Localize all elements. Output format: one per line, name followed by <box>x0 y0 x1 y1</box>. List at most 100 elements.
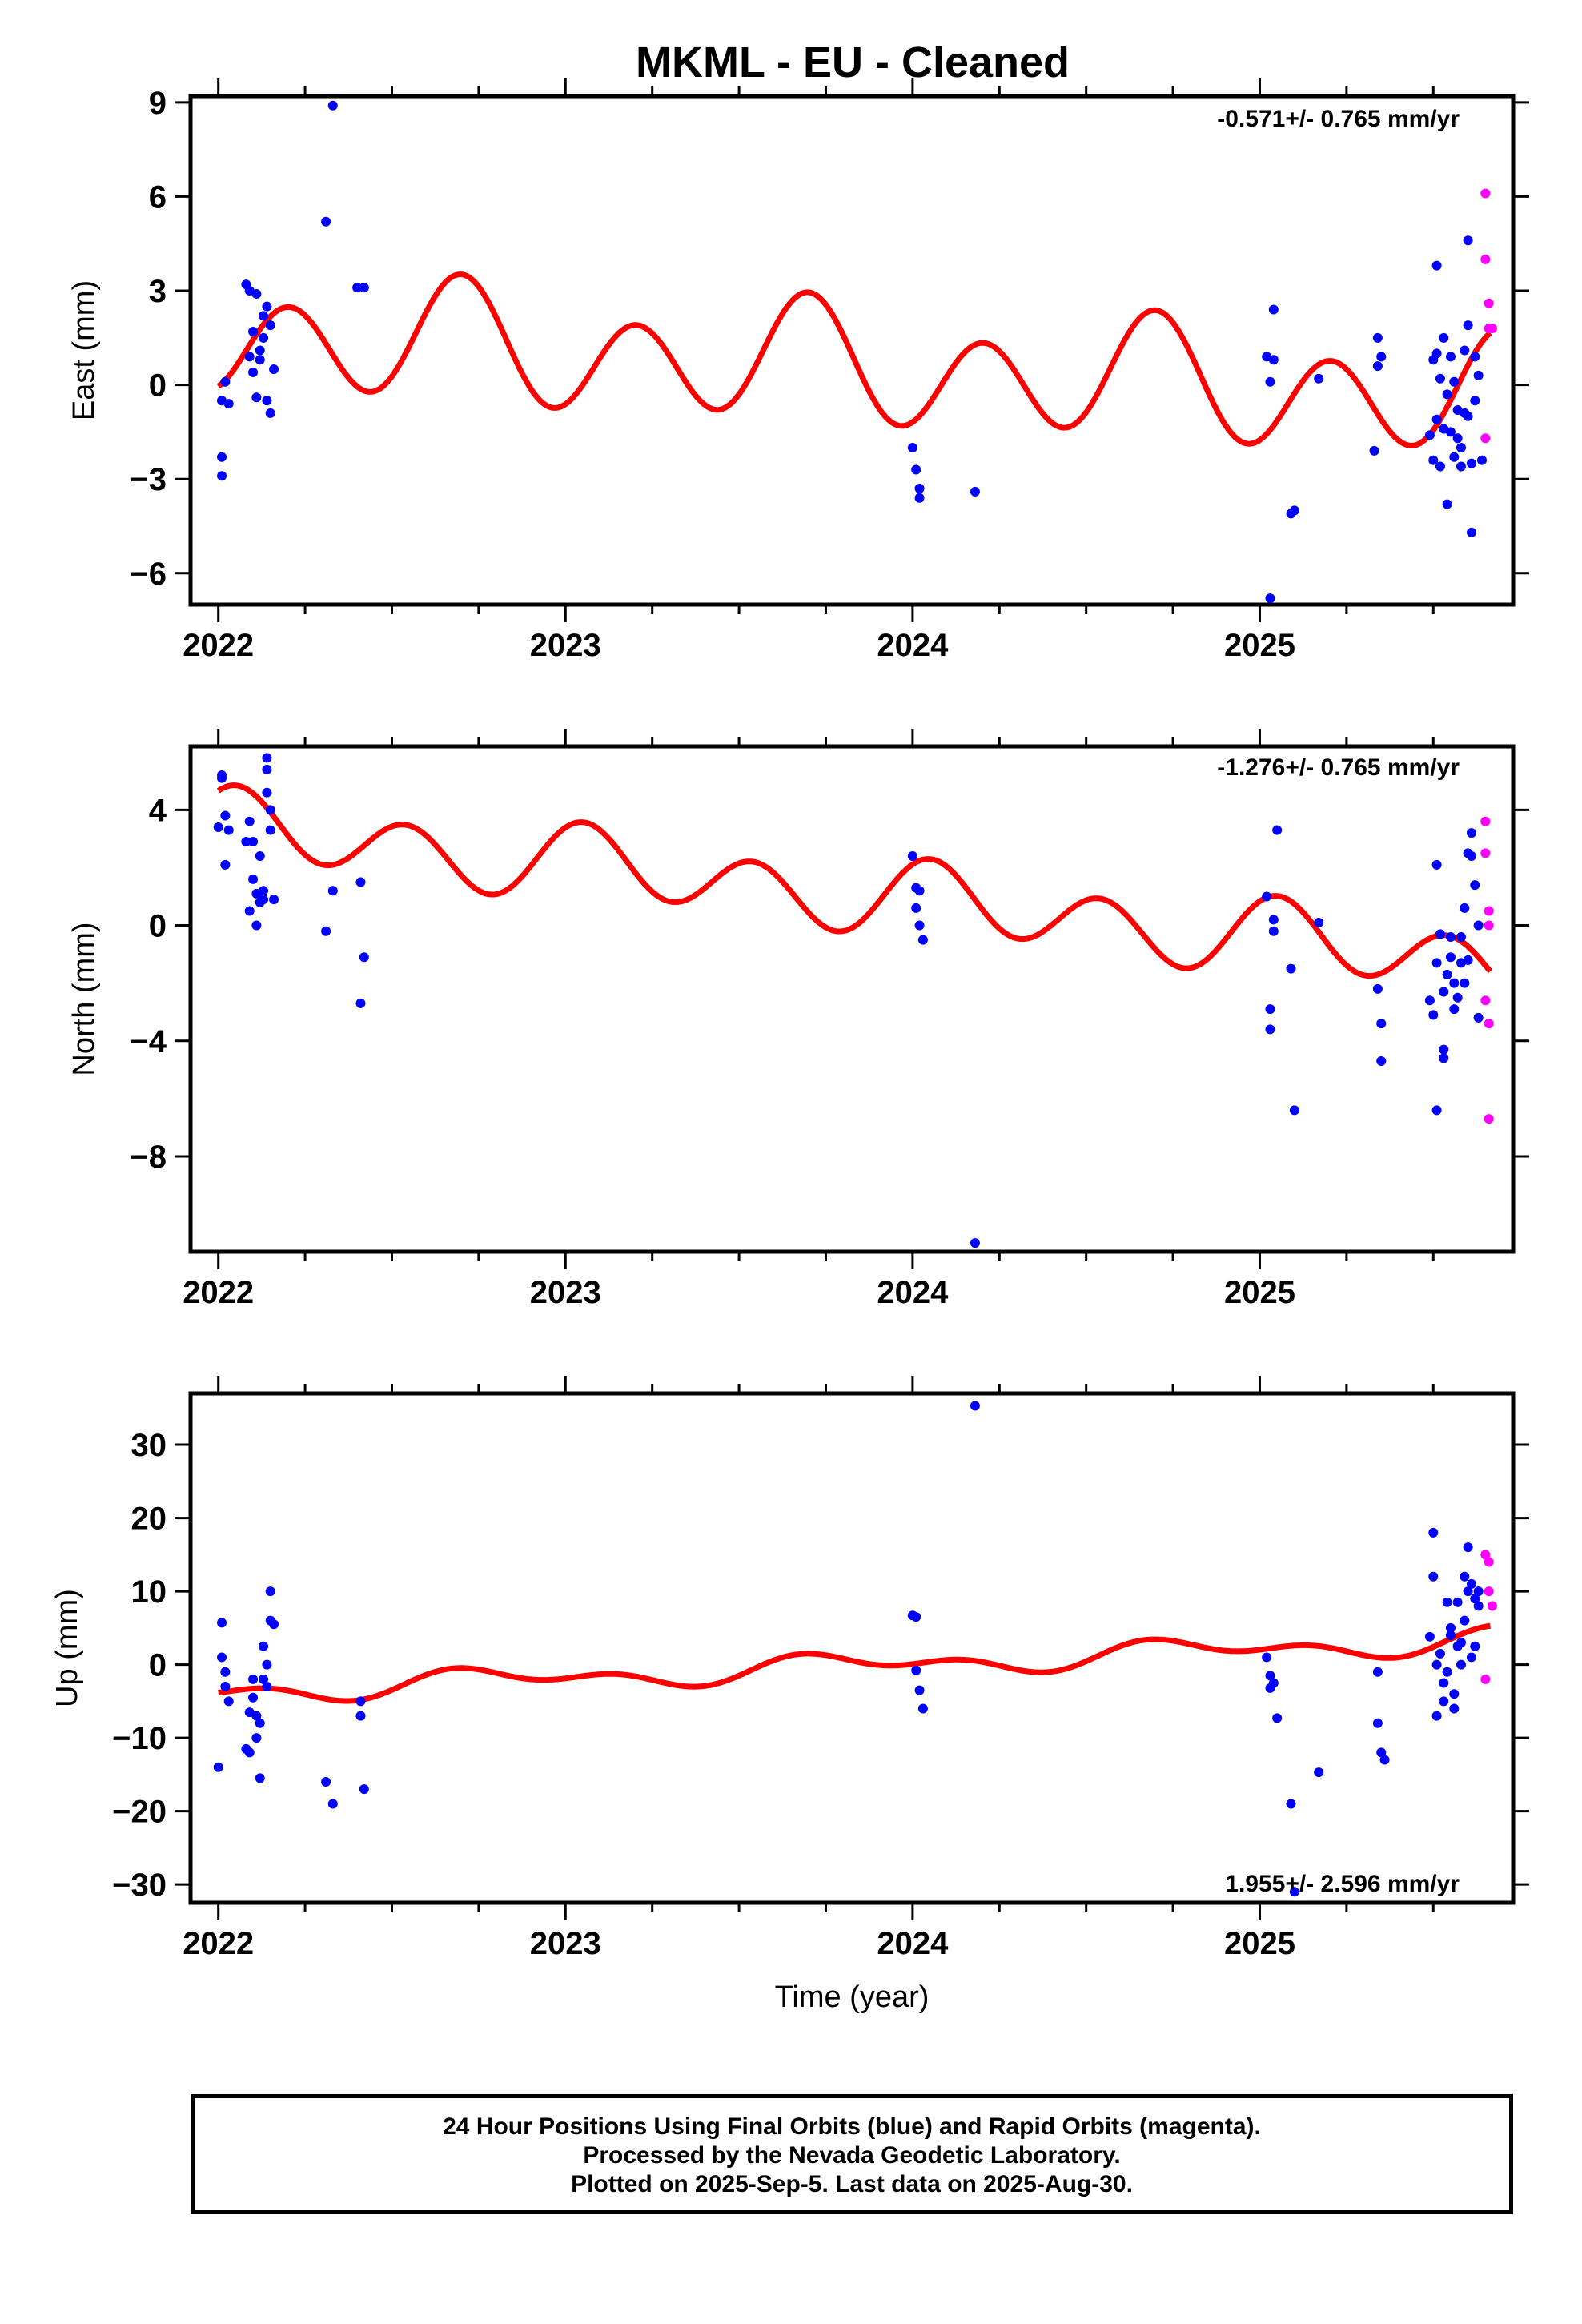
up-rapid-point <box>1487 1601 1497 1611</box>
north-final-point <box>1265 1024 1275 1035</box>
up-final-point <box>327 1799 338 1809</box>
east-final-point <box>1439 332 1449 343</box>
north-final-point <box>1449 1004 1460 1015</box>
east-final-point <box>251 288 262 299</box>
north-final-point <box>1431 958 1442 968</box>
north-rapid-point <box>1484 1114 1494 1124</box>
caption-box: 24 Hour Positions Using Final Orbits (bl… <box>191 2094 1513 2214</box>
east-rate-label: -0.571+/- 0.765 mm/yr <box>1217 106 1460 132</box>
north-final-point <box>1456 931 1466 942</box>
east-rapid-point <box>1480 188 1491 199</box>
north-final-point <box>1445 931 1456 942</box>
up-rapid-point <box>1480 1674 1491 1684</box>
east-final-point <box>327 100 338 111</box>
north-x-tick-label: 2024 <box>877 1275 949 1310</box>
north-final-point <box>1435 929 1445 939</box>
up-panel: 2022 2023 2024 2025 −30 −20 −10 0 10 20 30 Up (mm) T… <box>50 1376 1529 2014</box>
east-final-point <box>1463 235 1473 246</box>
north-final-point <box>1439 1044 1449 1055</box>
north-x-tick-label: 2025 <box>1224 1275 1295 1310</box>
up-final-point <box>1463 1542 1473 1553</box>
east-final-point <box>907 443 917 453</box>
north-final-point <box>1314 917 1324 927</box>
up-final-point <box>911 1612 921 1622</box>
east-final-point <box>1442 499 1452 509</box>
north-y-tick-label: −8 <box>130 1140 167 1175</box>
north-final-point <box>244 816 255 826</box>
up-final-point <box>1442 1667 1452 1677</box>
up-final-point <box>1449 1689 1460 1699</box>
north-y-axis-label: North (mm) <box>67 922 101 1076</box>
north-final-point <box>1439 987 1449 997</box>
north-final-point <box>917 935 928 945</box>
up-y-tick-label: −30 <box>112 1868 167 1903</box>
east-final-point <box>1456 443 1466 453</box>
east-final-point <box>1445 427 1456 437</box>
east-final-point <box>1431 414 1442 424</box>
up-final-point <box>1435 1648 1445 1659</box>
north-final-point <box>1372 983 1383 994</box>
north-final-point <box>1466 828 1476 838</box>
up-final-point <box>1466 1652 1476 1663</box>
up-final-point <box>1439 1696 1449 1707</box>
north-final-point <box>1424 995 1435 1006</box>
east-final-point <box>265 408 275 418</box>
east-final-point <box>1470 352 1480 362</box>
up-final-point <box>911 1665 921 1675</box>
east-final-point <box>1466 527 1476 537</box>
up-final-point <box>1289 1887 1299 1897</box>
north-final-point <box>213 822 223 832</box>
north-final-point <box>259 886 269 896</box>
north-final-point <box>1289 1105 1299 1116</box>
east-final-point <box>262 396 272 406</box>
up-final-point <box>355 1711 366 1721</box>
east-final-point <box>1442 389 1452 400</box>
north-final-point <box>262 753 272 763</box>
north-final-point <box>1431 859 1442 870</box>
north-final-point <box>1463 955 1473 965</box>
up-final-point <box>1456 1659 1466 1670</box>
east-y-tick-label: 3 <box>149 274 167 309</box>
east-final-point <box>220 376 231 387</box>
up-rapid-point <box>1480 1550 1491 1560</box>
east-final-point <box>1452 433 1463 444</box>
up-final-point <box>1452 1597 1463 1607</box>
north-final-point <box>220 859 231 870</box>
north-final-point <box>914 886 925 896</box>
north-final-point <box>223 825 234 835</box>
up-final-point <box>1442 1597 1452 1607</box>
x-axis-label: Time (year) <box>775 1980 930 2014</box>
up-final-point <box>1314 1767 1324 1778</box>
east-final-point <box>1435 373 1445 384</box>
north-final-point <box>269 895 279 905</box>
up-final-point <box>1439 1678 1449 1688</box>
north-final-point <box>1265 1004 1275 1015</box>
east-panel: 2022 2023 2024 2025 −6 −3 0 3 6 9 East (mm) -0.571+… <box>67 78 1529 663</box>
east-final-point <box>1268 304 1279 315</box>
east-final-point <box>1372 332 1383 343</box>
east-y-tick-label: −6 <box>130 557 167 592</box>
north-final-point <box>321 926 331 936</box>
north-final-point <box>1268 926 1279 936</box>
caption-line-1: 24 Hour Positions Using Final Orbits (bl… <box>443 2113 1261 2140</box>
north-final-point <box>970 1238 980 1248</box>
east-final-point <box>1473 370 1484 380</box>
east-final-point <box>1431 260 1442 271</box>
east-final-point <box>911 464 921 475</box>
east-final-point <box>1463 320 1473 331</box>
east-final-point <box>217 471 227 481</box>
north-final-point <box>220 810 231 821</box>
east-final-point <box>1265 376 1275 387</box>
east-final-point <box>1428 455 1439 465</box>
north-final-point <box>911 903 921 913</box>
east-final-point <box>251 392 262 403</box>
north-final-point <box>248 874 259 884</box>
up-final-point <box>1424 1631 1435 1642</box>
north-final-point <box>1473 1012 1484 1023</box>
up-final-point <box>255 1773 265 1783</box>
north-final-point <box>1272 825 1283 835</box>
up-y-tick-label: 30 <box>131 1428 167 1463</box>
up-final-point <box>1473 1601 1484 1611</box>
north-y-tick-label: 0 <box>149 909 167 944</box>
up-final-point <box>1470 1594 1480 1604</box>
